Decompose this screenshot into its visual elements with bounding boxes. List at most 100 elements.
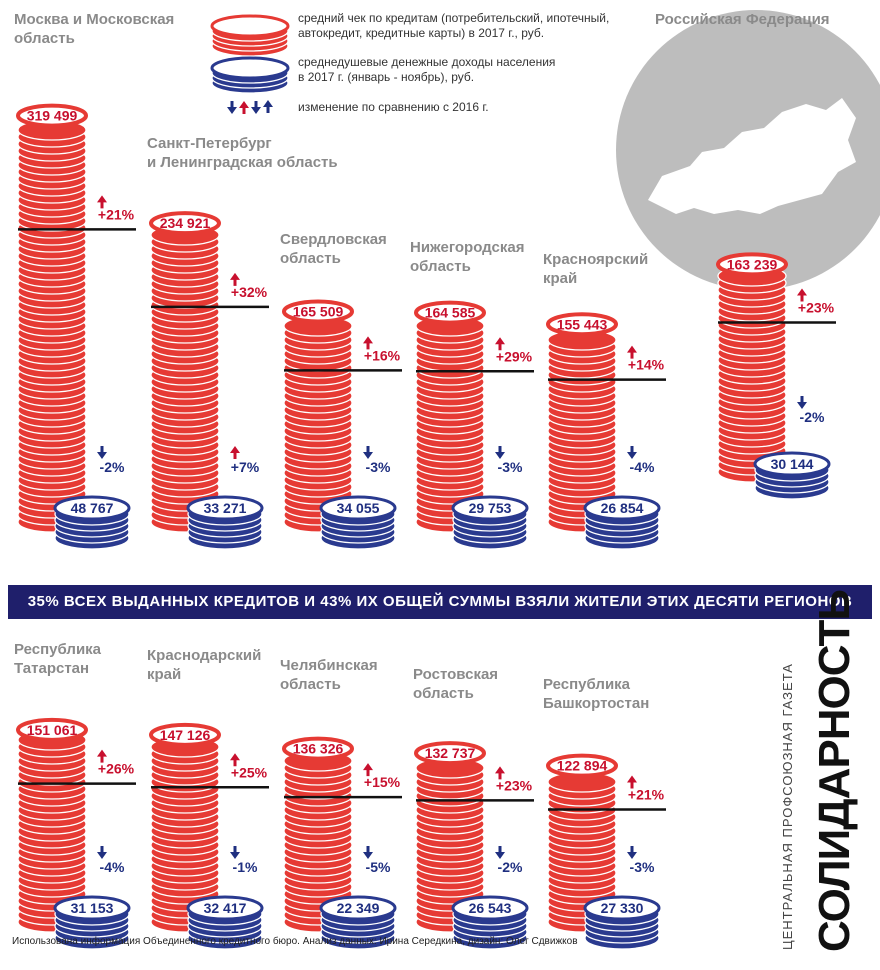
income-stack-russia [753,451,831,500]
credit-value-krasnoyarsk: 155 443 [557,316,608,332]
income-value-krasnoyarsk: 26 854 [601,500,644,516]
income-stack-spb [186,495,264,550]
brand-tagline: ЦЕНТРАЛЬНАЯ ПРОФСОЮЗНАЯ ГАЗЕТА [780,663,795,950]
credit-arrow-tatarstan [97,749,107,763]
income-arrow-krasnoyarsk [627,446,637,459]
credit-arrow-bashkortostan [627,775,637,789]
credit-arrow-moscow [97,195,107,209]
region-label-rostov: Ростовская область [413,666,499,702]
credit-stack-moscow [16,103,88,533]
credit-value-tatarstan: 151 061 [27,722,78,738]
credit-change-tatarstan: +26% [98,761,135,777]
credit-arrow-sverdlovsk [363,336,373,350]
credit-change-chelyabinsk: +15% [364,774,401,790]
region-label-moscow: Москва и Московская область [14,11,175,47]
credit-stack-russia [716,252,788,483]
income-arrow-russia [797,396,807,409]
region-label-spb: Санкт-Петербург и Ленинградская область [147,135,338,171]
credit-value-spb: 234 921 [160,215,211,231]
income-value-sverdlovsk: 34 055 [337,500,380,516]
income-stack-rostov [451,895,529,950]
source-footer: Использована информация Объединенного кр… [12,936,578,947]
credit-arrow-russia [797,288,807,302]
legend-up-arrow-red [239,101,249,114]
credit-value-rostov: 132 737 [425,745,476,761]
income-arrow-sverdlovsk [363,446,373,459]
summary-banner: 35% ВСЕХ ВЫДАННЫХ КРЕДИТОВ И 43% ИХ ОБЩЕ… [8,585,872,619]
region-label-russia: Российская Федерация [655,11,830,28]
credit-arrow-chelyabinsk [363,763,373,777]
income-value-krasnodar: 32 417 [204,900,247,916]
income-change-chelyabinsk: -5% [366,859,391,875]
income-value-tatarstan: 31 153 [71,900,114,916]
income-change-sverdlovsk: -3% [366,459,391,475]
income-arrow-rostov [495,846,505,859]
credit-value-moscow: 319 499 [27,108,78,124]
income-stack-sverdlovsk [319,495,397,550]
legend-income-text: среднедушевые денежные доходы населения … [298,55,556,84]
credit-arrow-rostov [495,766,505,780]
credit-arrow-krasnodar [230,753,240,767]
legend-income-swatch [210,56,290,94]
income-change-spb: +7% [231,459,260,475]
income-arrow-bashkortostan [627,846,637,859]
region-label-tatarstan: Республика Татарстан [14,641,102,677]
credit-change-russia: +23% [798,299,835,315]
income-change-nizhny: -3% [498,459,523,475]
income-change-rostov: -2% [498,859,523,875]
income-value-russia: 30 144 [771,456,814,472]
credit-stack-krasnodar [149,722,221,933]
legend-down-arrow-blue [251,101,261,114]
credit-change-sverdlovsk: +16% [364,347,401,363]
income-change-moscow: -2% [100,459,125,475]
credit-value-chelyabinsk: 136 326 [293,741,344,757]
credit-value-sverdlovsk: 165 509 [293,303,344,319]
income-change-krasnodar: -1% [233,859,258,875]
credit-change-krasnoyarsk: +14% [628,357,665,373]
credit-value-bashkortostan: 122 894 [557,758,608,774]
credit-value-russia: 163 239 [727,256,778,272]
region-label-krasnoyarsk: Красноярский край [543,251,649,287]
credit-arrow-krasnoyarsk [627,345,637,359]
income-stack-moscow [53,495,131,550]
region-label-sverdlovsk: Свердловская область [280,231,387,267]
income-value-spb: 33 271 [204,500,247,516]
credit-arrow-spb [230,272,240,286]
income-arrow-moscow [97,446,107,459]
income-arrow-krasnodar [230,846,240,859]
legend-credit-swatch [210,14,290,57]
brand-logo: СОЛИДАРНОСТЬ [810,590,859,952]
credit-value-nizhny: 164 585 [425,305,476,321]
credit-arrow-nizhny [495,337,505,351]
credit-stack-krasnoyarsk [546,312,618,533]
income-arrow-spb [230,446,240,459]
legend-down-arrow-red [227,101,237,114]
russia-map-icon [648,98,856,214]
credit-change-nizhny: +29% [496,348,533,364]
income-change-krasnoyarsk: -4% [630,459,655,475]
income-stack-nizhny [451,495,529,550]
legend-up-arrow-blue [263,100,273,113]
credit-change-spb: +32% [231,284,268,300]
credit-change-rostov: +23% [496,777,533,793]
credit-stack-chelyabinsk [282,736,354,933]
income-stack-krasnoyarsk [583,495,661,550]
income-change-bashkortostan: -3% [630,859,655,875]
income-arrow-chelyabinsk [363,846,373,859]
credit-change-bashkortostan: +21% [628,786,665,802]
legend-credit-text: средний чек по кредитам (потребительский… [298,11,610,40]
credit-stack-sverdlovsk [282,299,354,533]
income-change-tatarstan: -4% [100,859,125,875]
region-label-bashkortostan: Республика Башкортостан [543,676,650,712]
legend-change-text: изменение по сравнению с 2016 г. [298,100,489,114]
income-value-moscow: 48 767 [71,500,114,516]
income-stack-tatarstan [53,895,131,950]
income-arrow-tatarstan [97,846,107,859]
region-label-krasnodar: Краснодарский край [147,647,262,683]
income-value-chelyabinsk: 22 349 [337,900,380,916]
region-label-chelyabinsk: Челябинская область [280,657,378,693]
income-stack-chelyabinsk [319,895,397,950]
income-value-nizhny: 29 753 [469,500,512,516]
income-stack-bashkortostan [583,895,661,950]
